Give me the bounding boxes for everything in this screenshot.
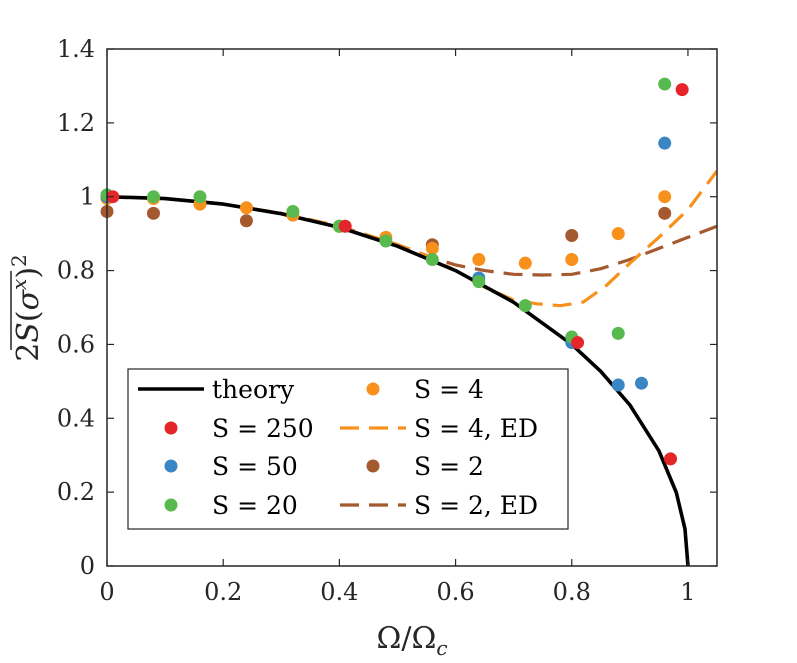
point-S=4 <box>658 190 672 204</box>
legend-entry-S=50: S = 50 <box>164 452 298 481</box>
legend-entry-S=2,ED: S = 2, ED <box>340 491 538 520</box>
legend-entry-S=20: S = 20 <box>164 491 298 520</box>
x-tick-label: 0.6 <box>436 578 474 606</box>
legend-label: S = 4, ED <box>414 414 538 443</box>
point-S=20 <box>518 299 532 313</box>
x-tick-label: 0.8 <box>553 578 591 606</box>
y-tick-label: 1 <box>80 183 95 211</box>
point-S=4 <box>239 201 253 215</box>
point-S=2 <box>146 206 160 220</box>
point-S=20 <box>658 77 672 91</box>
legend-label: S = 2 <box>414 452 484 481</box>
y-tick-label: 1.2 <box>57 109 95 137</box>
legend-entry-S=2: S = 2 <box>366 452 484 481</box>
point-S=20 <box>146 190 160 204</box>
legend-label: S = 2, ED <box>414 491 538 520</box>
ticks-layer <box>106 48 717 567</box>
legend-label: S = 20 <box>212 491 298 520</box>
x-tick-label: 1 <box>680 578 695 606</box>
legend-entry-S=250: S = 250 <box>164 414 314 443</box>
legend-label: theory <box>212 375 295 404</box>
y-tick-label: 0.8 <box>57 257 95 285</box>
y-tick-label: 1.4 <box>57 35 95 63</box>
point-S=20 <box>286 204 300 218</box>
x-tick-label: 0.4 <box>320 578 358 606</box>
point-S=50 <box>634 376 648 390</box>
x-tick-label: 0.2 <box>204 578 242 606</box>
point-S=4 <box>425 241 439 255</box>
y-axis-title: 2S(σx)2 <box>7 254 46 362</box>
legend-box <box>127 368 569 530</box>
y-tick-label: 0.2 <box>57 478 95 506</box>
x-tick-label: 0 <box>99 578 114 606</box>
point-S=20 <box>379 234 393 248</box>
legend-label: S = 250 <box>212 414 314 443</box>
point-S=4 <box>611 227 625 241</box>
point-S=50 <box>611 378 625 392</box>
point-S=20 <box>611 326 625 340</box>
tick-labels-layer: 0 0.2 0.4 0.6 0.8 1 0 0.2 0.4 0.6 0.8 1 1.2 1.4 <box>57 35 696 606</box>
point-S=50 <box>658 136 672 150</box>
point-S=20 <box>193 190 207 204</box>
legend-swatch <box>366 459 380 473</box>
legend-swatch <box>164 459 178 473</box>
point-S=250 <box>675 83 689 97</box>
point-S=250 <box>338 219 352 233</box>
point-S=4 <box>518 256 532 270</box>
point-S=250 <box>571 336 585 350</box>
svg-text:Ω/Ωc: Ω/Ωc <box>376 621 447 660</box>
svg-text:2S(σx)2: 2S(σx)2 <box>7 254 46 362</box>
legend-swatch <box>164 498 178 512</box>
legend-entry-theory: theory <box>138 375 295 404</box>
legend-label: S = 50 <box>212 452 298 481</box>
legend-label: S = 4 <box>414 375 484 404</box>
y-tick-label: 0.6 <box>57 330 95 358</box>
point-S=2 <box>565 228 579 242</box>
legend-entry-S=4,ED: S = 4, ED <box>340 414 538 443</box>
point-S=4 <box>565 252 579 266</box>
y-tick-label: 0.4 <box>57 404 95 432</box>
point-S=2 <box>239 214 253 228</box>
y-tick-label: 0 <box>80 552 95 580</box>
point-S=20 <box>472 275 486 289</box>
legend-swatch <box>164 421 178 435</box>
point-S=2 <box>658 206 672 220</box>
legend-entry-S=4: S = 4 <box>366 375 484 404</box>
point-S=20 <box>425 252 439 266</box>
legend: theory S = 4 S = 250 S = 4, ED S = 50 S = 2 S … <box>127 368 569 530</box>
x-axis-title: Ω/Ωc <box>376 621 447 660</box>
point-S=250 <box>664 452 678 466</box>
point-S=4 <box>472 252 486 266</box>
plot-frame <box>106 48 718 567</box>
legend-swatch <box>366 382 380 396</box>
